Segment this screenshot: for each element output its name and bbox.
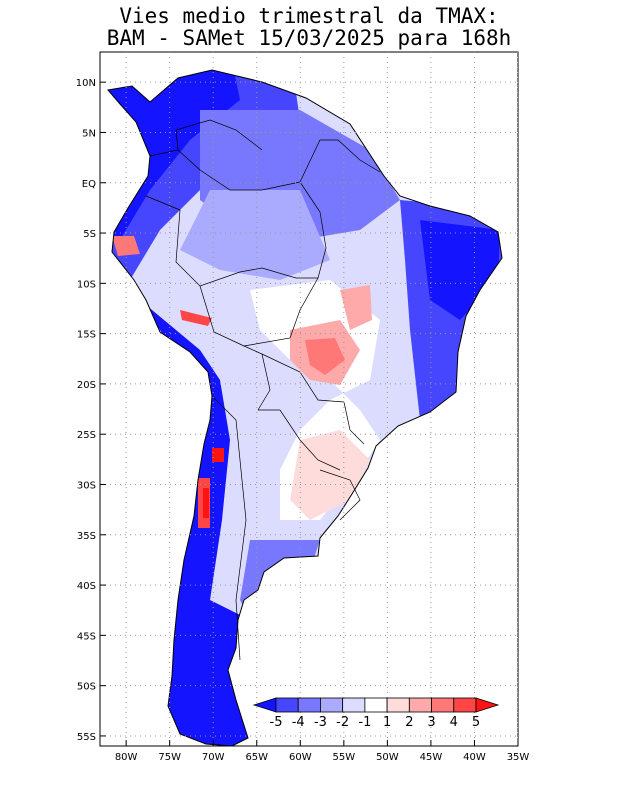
lat-tick-label: 10N [76, 78, 96, 89]
lat-tick-label: 15S [77, 330, 96, 341]
lat-tick-label: 45S [77, 631, 96, 642]
bias-peru-hot [112, 236, 140, 256]
bias-central-amazon [180, 190, 330, 280]
lon-tick-label: 75W [158, 752, 181, 763]
colorbar-label: 4 [450, 715, 458, 730]
lat-tick-label: 5S [83, 229, 96, 240]
bias-cerrado-warm [340, 285, 372, 330]
colorbar-arrow-high [475, 697, 500, 713]
lon-tick-label: 60W [289, 752, 312, 763]
lon-tick-label: 40W [463, 752, 486, 763]
lon-tick-label: 65W [245, 752, 268, 763]
colorbar-label: -4 [292, 715, 305, 730]
colorbar-segment [297, 697, 321, 713]
colorbar-label: -5 [270, 715, 283, 730]
colorbar-label: -2 [336, 715, 349, 730]
lat-tick-label: 40S [77, 581, 96, 592]
colorbar-label: -3 [314, 715, 327, 730]
colorbar-label: 3 [427, 715, 435, 730]
map-title-line2: BAM - SAMet 15/03/2025 para 168h [106, 26, 512, 50]
lat-tick-label: 55S [77, 732, 96, 743]
lon-tick-label: 35W [507, 752, 530, 763]
country-borders [145, 119, 381, 661]
colorbar-label: 5 [472, 715, 480, 730]
lat-tick-label: 5N [82, 128, 96, 139]
colorbar-segment [275, 697, 299, 713]
lon-tick-label: 55W [333, 752, 356, 763]
lat-tick-label: 30S [77, 480, 96, 491]
colorbar-segment [342, 697, 366, 713]
colorbar-segment [453, 697, 477, 713]
lat-tick-label: 50S [77, 682, 96, 693]
lat-tick-label: EQ [82, 179, 96, 190]
lat-tick-label: 25S [77, 430, 96, 441]
bias-north-core [108, 70, 240, 250]
bias-chile-hot-3 [203, 488, 209, 518]
graticule [100, 52, 518, 746]
colorbar-segment [386, 697, 410, 713]
lon-tick-label: 50W [376, 752, 399, 763]
lon-tick-label: 45W [420, 752, 443, 763]
lon-tick-label: 80W [115, 752, 138, 763]
colorbar-segment [364, 697, 388, 713]
colorbar: -5 -4 -3 -2 -1 1 2 3 4 5 [252, 697, 500, 730]
bias-pantanal-core [305, 338, 345, 375]
lat-tick-label: 35S [77, 531, 96, 542]
colorbar-segment [431, 697, 455, 713]
colorbar-label: 2 [405, 715, 413, 730]
bias-chile-hot-1 [212, 448, 224, 462]
axis-ticks: 10N 5N EQ 5S 10S 15S 20S 25S 30S 35S 40S 45S 50S 55S 8… [76, 78, 530, 763]
map-frame [99, 51, 519, 747]
colorbar-segment [408, 697, 432, 713]
colorbar-label: -1 [358, 715, 371, 730]
bias-peru-hot-2 [180, 310, 212, 326]
colorbar-segment [320, 697, 344, 713]
colorbar-label: 1 [383, 715, 391, 730]
lat-tick-label: 10S [77, 279, 96, 290]
lon-tick-label: 70W [202, 752, 225, 763]
lat-tick-label: 20S [77, 380, 96, 391]
map-title-line1: Vies medio trimestral da TMAX: [119, 4, 499, 28]
